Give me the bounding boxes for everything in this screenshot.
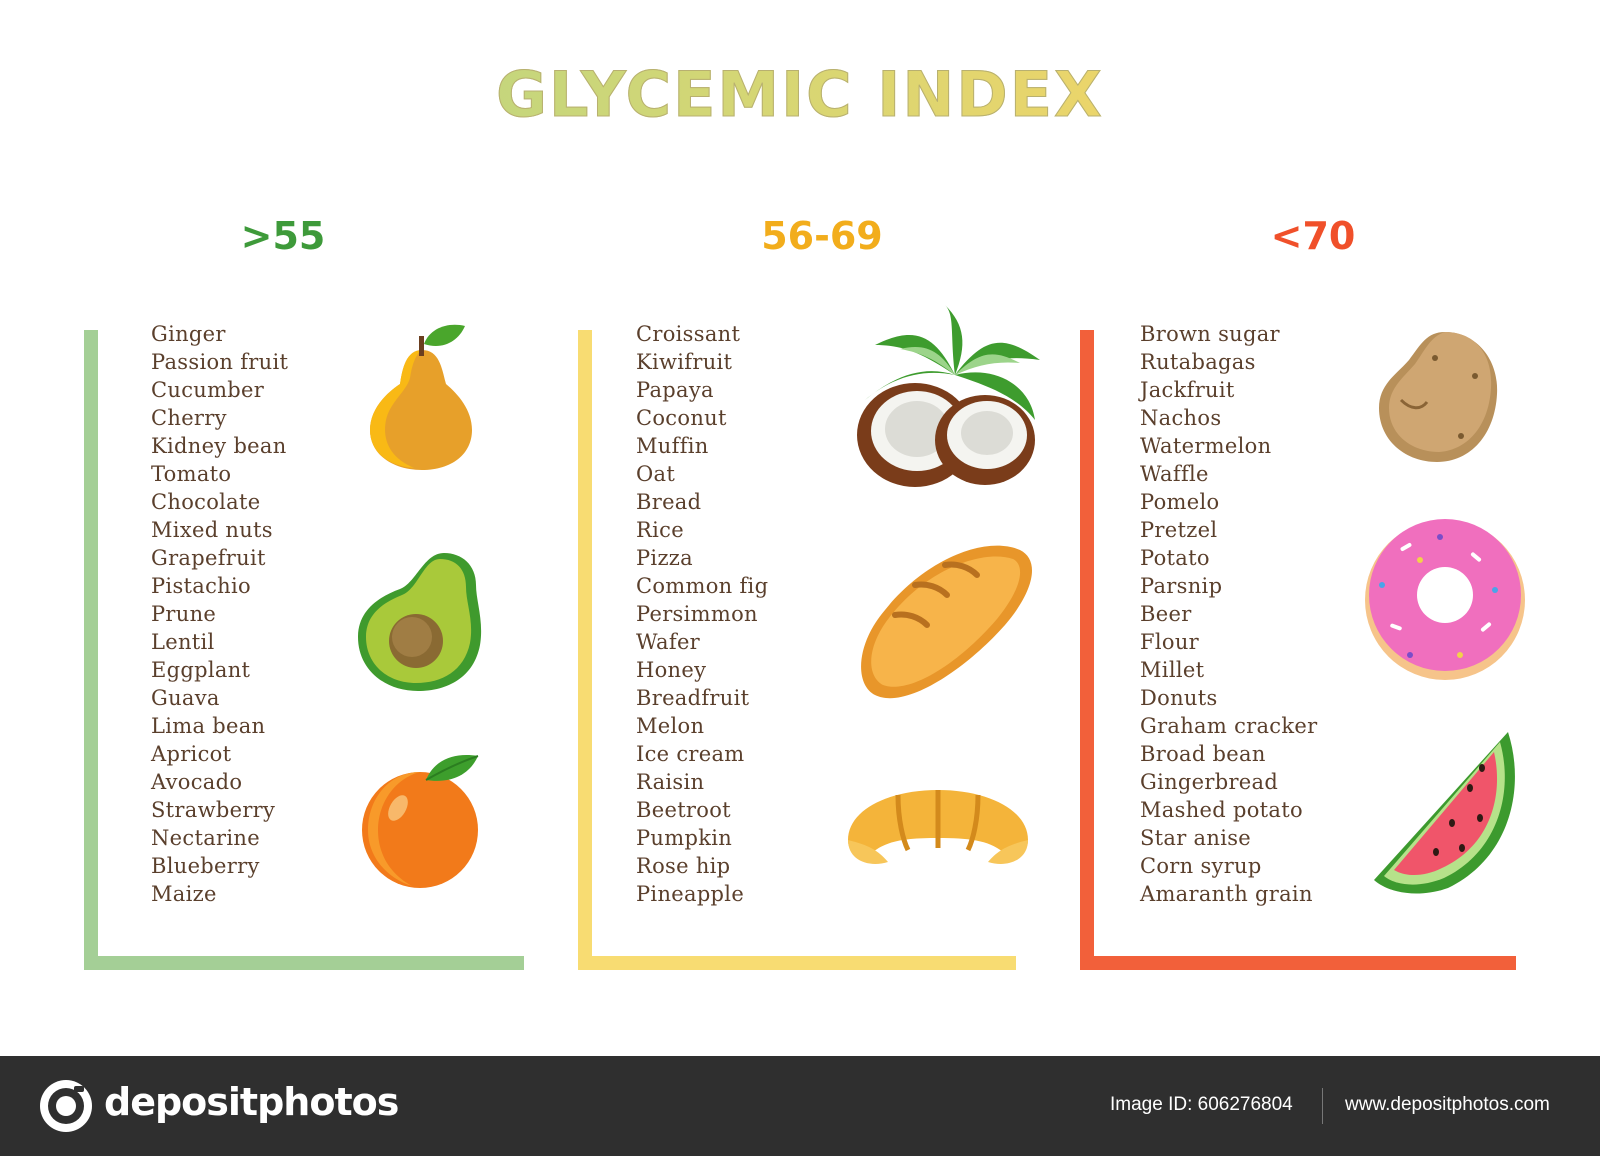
list-item: Chocolate bbox=[151, 490, 261, 514]
list-item: Gingerbread bbox=[1140, 770, 1279, 794]
brand-logo-text: depositphotos bbox=[104, 1080, 399, 1124]
list-item: Prune bbox=[151, 602, 217, 626]
list-item: Brown sugar bbox=[1140, 322, 1280, 346]
watermelon-icon bbox=[1374, 732, 1515, 894]
list-item: Lentil bbox=[151, 630, 215, 654]
list-item: Coconut bbox=[636, 406, 727, 430]
bracket-medium bbox=[578, 330, 1016, 970]
list-item: Pretzel bbox=[1140, 518, 1218, 542]
list-item: Bread bbox=[636, 490, 702, 514]
list-item: Donuts bbox=[1140, 686, 1218, 710]
list-item: Flour bbox=[1140, 630, 1199, 654]
list-item: Kiwifruit bbox=[636, 350, 733, 374]
column-heading-low: >55 bbox=[240, 214, 326, 258]
camera-logo-icon bbox=[40, 1080, 92, 1132]
list-item: Oat bbox=[636, 462, 676, 486]
list-item: Nachos bbox=[1140, 406, 1222, 430]
list-item: Ice cream bbox=[636, 742, 745, 766]
list-item: Blueberry bbox=[151, 854, 260, 878]
list-item: Guava bbox=[151, 686, 220, 710]
orange-icon bbox=[362, 755, 479, 888]
list-item: Rice bbox=[636, 518, 684, 542]
list-item: Tomato bbox=[151, 462, 232, 486]
donut-icon bbox=[1365, 519, 1525, 680]
list-item: Passion fruit bbox=[151, 350, 289, 374]
coconut-icon bbox=[857, 305, 1040, 487]
footer-divider bbox=[1322, 1088, 1323, 1124]
list-item: Parsnip bbox=[1140, 574, 1223, 598]
croissant-icon bbox=[848, 790, 1028, 864]
food-list-low: Ginger Passion fruit Cucumber Cherry Kid… bbox=[151, 320, 288, 908]
list-item: Corn syrup bbox=[1140, 854, 1262, 878]
list-item: Breadfruit bbox=[636, 686, 750, 710]
list-item: Strawberry bbox=[151, 798, 276, 822]
list-item: Kidney bean bbox=[151, 434, 287, 458]
list-item: Croissant bbox=[636, 322, 741, 346]
list-item: Apricot bbox=[151, 742, 232, 766]
list-item: Rose hip bbox=[636, 854, 731, 878]
list-item: Cucumber bbox=[151, 378, 265, 402]
list-item: Common fig bbox=[636, 574, 769, 598]
list-item: Melon bbox=[636, 714, 705, 738]
list-item: Amaranth grain bbox=[1140, 882, 1313, 906]
list-item: Beer bbox=[1140, 602, 1192, 626]
list-item: Muffin bbox=[636, 434, 709, 458]
list-item: Nectarine bbox=[151, 826, 260, 850]
list-item: Mashed potato bbox=[1140, 798, 1303, 822]
column-heading-medium: 56-69 bbox=[761, 214, 883, 258]
list-item: Pomelo bbox=[1140, 490, 1220, 514]
food-list-medium: Croissant Kiwifruit Papaya Coconut Muffi… bbox=[636, 320, 768, 908]
list-item: Lima bean bbox=[151, 714, 266, 738]
bracket-high bbox=[1080, 330, 1516, 970]
column-heading-high: <70 bbox=[1270, 214, 1356, 258]
list-item: Papaya bbox=[636, 378, 714, 402]
list-item: Rutabagas bbox=[1140, 350, 1256, 374]
list-item: Mixed nuts bbox=[151, 518, 273, 542]
site-link[interactable]: www.depositphotos.com bbox=[1345, 1094, 1550, 1115]
pear-icon bbox=[370, 324, 472, 470]
list-item: Pizza bbox=[636, 546, 693, 570]
list-item: Star anise bbox=[1140, 826, 1252, 850]
image-id-label: Image ID: 606276804 bbox=[1110, 1094, 1293, 1115]
list-item: Beetroot bbox=[636, 798, 731, 822]
food-list-high: Brown sugar Rutabagas Jackfruit Nachos W… bbox=[1140, 320, 1317, 908]
list-item: Persimmon bbox=[636, 602, 758, 626]
bread-icon bbox=[861, 545, 1032, 699]
list-item: Pineapple bbox=[636, 882, 745, 906]
list-item: Eggplant bbox=[151, 658, 251, 682]
bracket-low bbox=[84, 330, 524, 970]
list-item: Cherry bbox=[151, 406, 227, 430]
list-item: Grapefruit bbox=[151, 546, 266, 570]
list-item: Millet bbox=[1140, 658, 1205, 682]
footer-bar: depositphotos Image ID: 606276804 www.de… bbox=[0, 1056, 1600, 1156]
list-item: Wafer bbox=[636, 630, 701, 654]
list-item: Raisin bbox=[636, 770, 705, 794]
page-title: GLYCEMIC INDEX bbox=[0, 58, 1600, 132]
list-item: Potato bbox=[1140, 546, 1210, 570]
list-item: Maize bbox=[151, 882, 217, 906]
list-item: Graham cracker bbox=[1140, 714, 1318, 738]
list-item: Watermelon bbox=[1140, 434, 1272, 458]
list-item: Waffle bbox=[1140, 462, 1209, 486]
list-item: Pumpkin bbox=[636, 826, 733, 850]
list-item: Broad bean bbox=[1140, 742, 1266, 766]
list-item: Honey bbox=[636, 658, 707, 682]
potato-icon bbox=[1379, 332, 1498, 462]
list-item: Avocado bbox=[151, 770, 243, 794]
list-item: Pistachio bbox=[151, 574, 251, 598]
list-item: Ginger bbox=[151, 322, 226, 346]
list-item: Jackfruit bbox=[1140, 378, 1235, 402]
avocado-icon bbox=[358, 553, 482, 691]
